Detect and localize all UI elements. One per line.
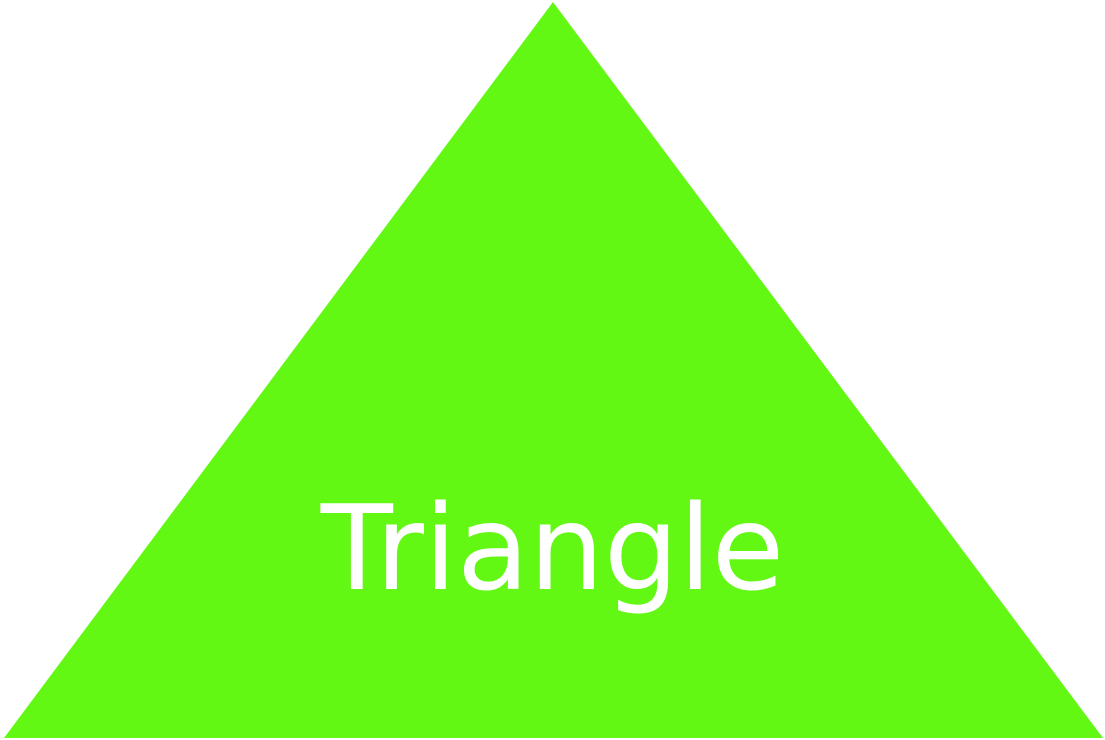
triangle-label: Triangle xyxy=(320,479,785,617)
